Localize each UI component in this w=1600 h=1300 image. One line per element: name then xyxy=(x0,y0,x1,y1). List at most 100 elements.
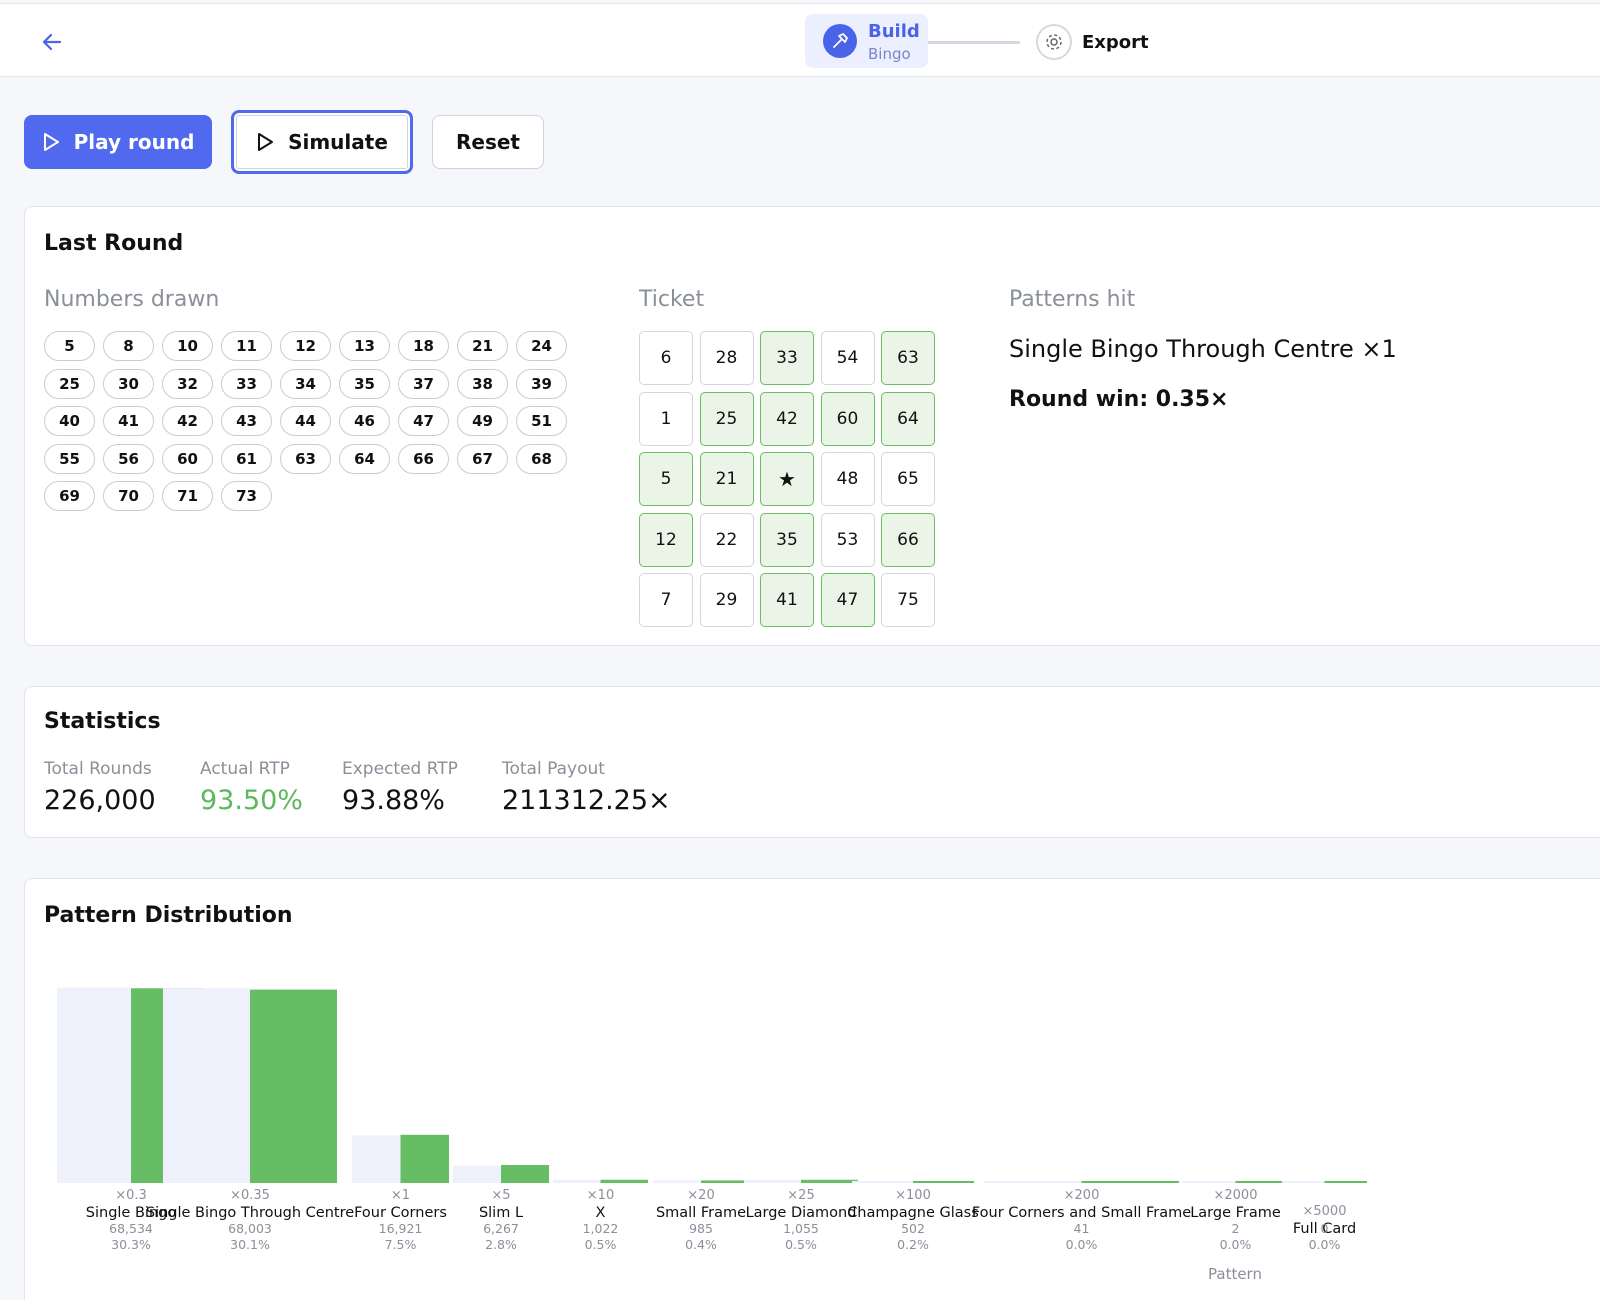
top-bar: Build Bingo Export xyxy=(0,3,1600,77)
stat-total-rounds: Total Rounds 226,000 xyxy=(44,759,156,816)
ticket-free-star: ★ xyxy=(760,452,814,506)
ticket-cell: 7 xyxy=(639,573,693,627)
pattern-name: Single Bingo xyxy=(86,1205,177,1221)
reset-button[interactable]: Reset xyxy=(432,115,544,169)
bar-expected xyxy=(744,1179,801,1183)
drawn-number-ball: 63 xyxy=(280,443,331,474)
pattern-distribution-title: Pattern Distribution xyxy=(44,903,293,928)
pattern-multiplier: ×25 xyxy=(787,1188,814,1203)
pattern-multiplier: ×200 xyxy=(1064,1188,1100,1203)
drawn-number-ball: 60 xyxy=(162,443,213,474)
patterns-hit-label: Patterns hit xyxy=(1009,287,1136,312)
drawn-number-ball: 21 xyxy=(457,331,508,361)
pattern-name: X xyxy=(596,1205,606,1221)
pattern-percent: 0.5% xyxy=(785,1237,817,1252)
pattern-count: 0 xyxy=(1321,1221,1329,1236)
bar-expected xyxy=(553,1179,601,1183)
pattern-count: 1,022 xyxy=(583,1221,619,1236)
hammer-icon xyxy=(823,24,857,58)
pattern-name: Champagne Glass xyxy=(847,1205,979,1221)
drawn-number-ball: 66 xyxy=(398,443,449,474)
drawn-number-ball: 39 xyxy=(516,368,567,399)
stat-label: Actual RTP xyxy=(200,759,290,779)
pattern-hit-text: Single Bingo Through Centre ×1 xyxy=(1009,335,1397,363)
stat-value: 211312.25× xyxy=(502,785,671,816)
drawn-number-ball: 70 xyxy=(103,481,154,511)
pattern-percent: 0.0% xyxy=(1220,1237,1252,1252)
drawn-number-ball: 34 xyxy=(280,368,331,399)
bar-actual xyxy=(1235,1181,1289,1183)
step-build-sub: Bingo xyxy=(868,45,911,63)
pattern-multiplier: ×5 xyxy=(491,1188,510,1203)
last-round-title: Last Round xyxy=(44,231,184,256)
pattern-name: Four Corners and Small Frame xyxy=(972,1205,1191,1221)
simulate-button[interactable]: Simulate xyxy=(231,110,413,174)
bar-actual xyxy=(701,1180,749,1183)
step-build[interactable]: Build Bingo xyxy=(805,14,928,68)
drawn-number-ball: 56 xyxy=(103,443,154,474)
pattern-multiplier: ×10 xyxy=(587,1188,614,1203)
ticket-cell: 6 xyxy=(639,331,693,385)
pattern-percent: 30.1% xyxy=(230,1237,270,1252)
play-round-button[interactable]: Play round xyxy=(24,115,212,169)
play-icon xyxy=(43,133,59,151)
pattern-name: Full Card xyxy=(1293,1221,1356,1237)
stat-expected-rtp: Expected RTP 93.88% xyxy=(342,759,458,816)
ticket-cell: 41 xyxy=(760,573,814,627)
reset-label: Reset xyxy=(456,130,520,154)
drawn-number-ball: 46 xyxy=(339,406,390,436)
bar-expected xyxy=(163,988,250,1183)
drawn-number-ball: 40 xyxy=(44,406,95,436)
pattern-distribution-card: Pattern Distribution ×0.3 Single Bingo 68,… xyxy=(24,878,1600,1300)
last-round-card: Last Round Numbers drawn 5 8 10 11 12 13 18 21 2… xyxy=(24,206,1600,646)
drawn-number-ball: 32 xyxy=(162,368,213,399)
simulate-label: Simulate xyxy=(288,130,388,154)
drawn-number-ball: 12 xyxy=(280,331,331,361)
drawn-number-ball: 33 xyxy=(221,368,272,399)
ticket-cell: 63 xyxy=(881,331,935,385)
bar-actual xyxy=(801,1179,858,1183)
bar-expected xyxy=(453,1165,501,1183)
pattern-name: Small Frame xyxy=(656,1205,746,1221)
bar-actual xyxy=(250,989,337,1183)
drawn-number-ball: 38 xyxy=(457,368,508,399)
drawn-number-ball: 47 xyxy=(398,406,449,436)
pattern-multiplier: ×0.3 xyxy=(115,1188,147,1203)
ticket-cell: 60 xyxy=(820,391,875,446)
drawn-number-ball: 69 xyxy=(44,481,95,511)
pattern-count: 502 xyxy=(901,1221,925,1236)
pattern-percent: 0.5% xyxy=(585,1237,617,1252)
bar-expected xyxy=(352,1135,401,1183)
stat-label: Total Payout xyxy=(502,759,605,779)
stat-value: 226,000 xyxy=(44,785,156,816)
pattern-count: 16,921 xyxy=(379,1221,423,1236)
drawn-number-ball: 61 xyxy=(221,443,272,474)
bar-expected xyxy=(852,1181,913,1183)
pattern-name: Slim L xyxy=(479,1205,523,1221)
ticket-cell: 12 xyxy=(639,512,693,567)
ticket-cell: 42 xyxy=(760,391,814,446)
round-win-text: Round win: 0.35× xyxy=(1009,387,1229,412)
pattern-count: 985 xyxy=(689,1221,713,1236)
pattern-count: 68,534 xyxy=(109,1221,153,1236)
ticket-cell: 66 xyxy=(881,512,935,567)
statistics-title: Statistics xyxy=(44,709,161,734)
stat-value: 93.50% xyxy=(200,785,303,816)
drawn-number-ball: 73 xyxy=(221,481,272,511)
drawn-number-ball: 55 xyxy=(44,443,95,474)
drawn-number-ball: 67 xyxy=(457,443,508,474)
pattern-percent: 0.2% xyxy=(897,1237,929,1252)
back-arrow-icon[interactable] xyxy=(38,28,66,56)
pattern-name: Four Corners xyxy=(354,1205,447,1221)
drawn-number-ball: 8 xyxy=(103,331,154,361)
bar-actual xyxy=(501,1165,549,1183)
bar-actual xyxy=(600,1179,648,1183)
ticket-cell: 21 xyxy=(699,452,754,506)
bar-actual xyxy=(400,1134,449,1183)
pattern-multiplier: ×20 xyxy=(687,1188,714,1203)
bar-actual xyxy=(1081,1181,1179,1183)
pattern-count: 41 xyxy=(1074,1221,1090,1236)
numbers-drawn-label: Numbers drawn xyxy=(44,287,220,312)
ticket-cell: 54 xyxy=(820,331,875,385)
